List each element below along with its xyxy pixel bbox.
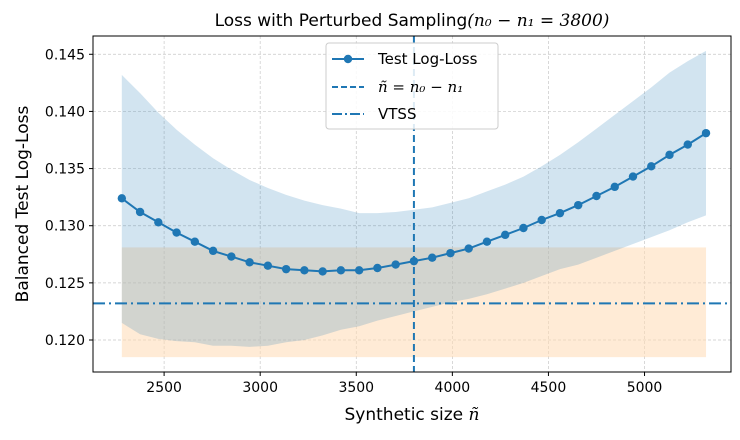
legend-label: Test Log-Loss [377,50,478,68]
data-point [464,244,473,253]
data-point [555,208,565,218]
chart-title: Loss with Perturbed Sampling(n₀ − n₁ = 3… [215,11,610,31]
data-point [574,200,583,210]
data-point [391,260,400,269]
legend-label: VTSS [378,105,416,123]
legend-label: ñ = n₀ − n₁ [378,78,463,96]
data-point [318,267,327,276]
y-tick-label: 0.145 [45,47,85,63]
data-point [610,182,619,192]
data-point [300,266,309,275]
data-point [172,228,181,237]
axes-frame [92,35,732,373]
x-tick-label: 5000 [627,380,663,396]
x-tick-label: 2500 [146,380,182,396]
data-point [665,150,674,160]
data-point [227,252,236,261]
data-point [427,253,437,262]
data-point [354,266,364,275]
y-tick-label: 0.140 [45,104,85,120]
data-point [263,261,273,270]
y-tick-label: 0.125 [45,276,85,292]
x-tick-label: 4000 [435,380,471,396]
data-point [647,162,656,171]
x-axis-label-var: ñ [469,405,480,425]
data-point [281,264,291,274]
y-tick-label: 0.130 [45,219,85,235]
x-tick-label: 3500 [338,380,374,396]
plot-area [93,36,731,372]
data-point [336,266,346,275]
y-tick-label: 0.135 [45,162,85,178]
x-axis-label: Synthetic size ñ [345,405,480,425]
data-point [519,223,528,233]
data-point [501,230,510,240]
data-point [190,237,200,246]
legend-swatch-marker [343,54,353,64]
x-tick-label: 4500 [531,380,567,396]
data-point [245,258,254,267]
data-point [592,191,601,201]
data-point [409,256,419,266]
data-point [628,172,638,181]
y-tick-label: 0.120 [45,333,85,349]
chart-title-math: (n₀ − n₁ = 3800) [467,11,609,31]
data-point [135,207,145,217]
legend: Test Log-Loss ñ = n₀ − n₁ VTSS [325,42,499,130]
data-point [373,263,382,273]
data-point [154,218,163,227]
x-tick-label: 3000 [242,380,278,396]
data-point [446,248,455,258]
data-point [482,237,492,246]
data-point [208,246,218,256]
legend-box [325,42,499,130]
data-point [537,215,546,225]
y-axis-label: Balanced Test Log-Loss [13,106,33,303]
data-point [701,128,711,138]
confidence-band [121,50,707,347]
data-point [117,194,127,203]
data-point [683,140,692,149]
